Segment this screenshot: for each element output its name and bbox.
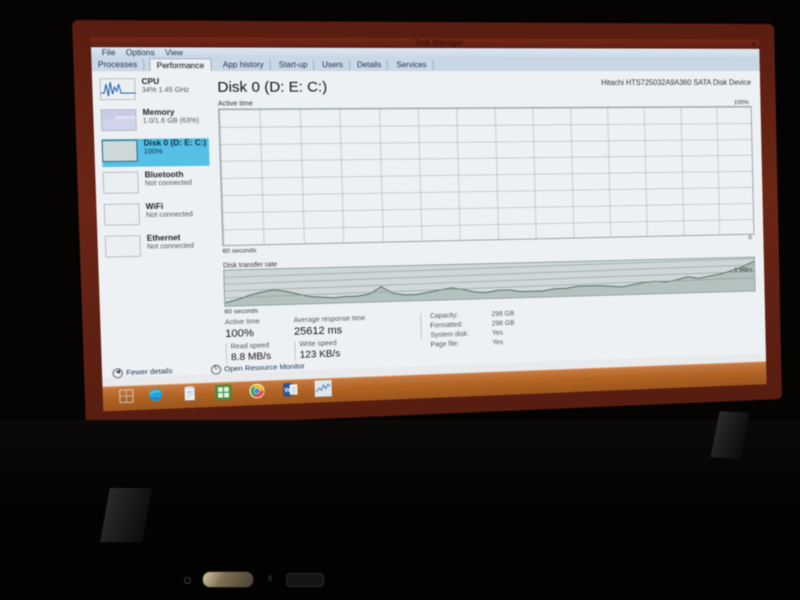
svg-text:W: W xyxy=(284,387,291,394)
